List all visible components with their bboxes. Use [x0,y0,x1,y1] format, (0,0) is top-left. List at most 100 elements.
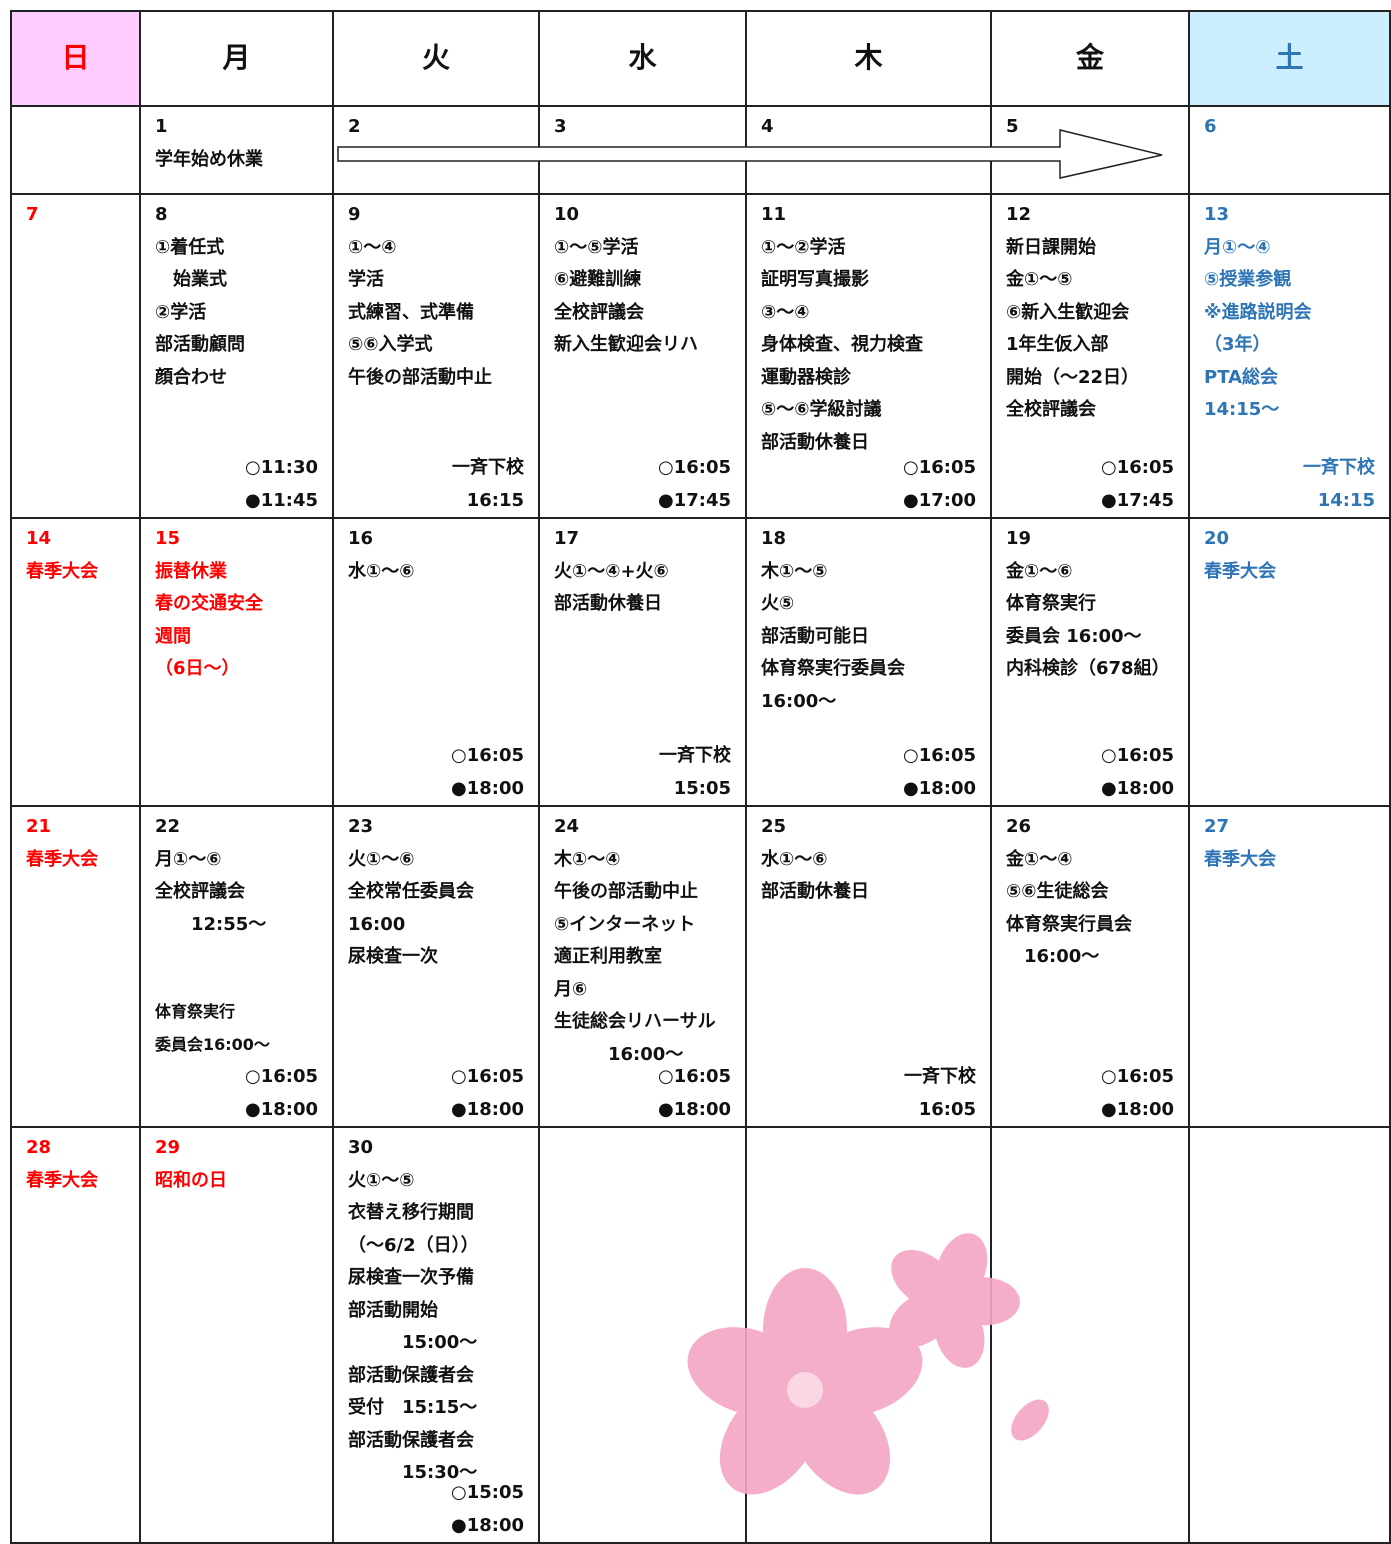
dismissal-times: ○16:05 ●18:00 [451,1061,524,1126]
date-number: 8 [155,204,168,225]
dismissal-times: ○16:05 ●17:45 [658,452,731,517]
time-line: ●17:45 [1100,489,1174,511]
event-line: 新入生歓迎会リハ [554,334,698,355]
day-cell: 9 ①〜④ 学活 式練習、式準備 ⑤⑥入学式 午後の部活動中止 一斉下校 16:15 [334,195,540,519]
event-line: 全校評議会 [554,301,644,323]
event-line: 学年始め休業 [155,148,263,170]
event-line: 内科検診（678組） [1006,658,1170,679]
event-line: 水①〜⑥ [761,848,828,870]
date-number: 29 [155,1137,181,1158]
date-number: 11 [761,204,787,225]
event-line: 16:00 [348,913,406,935]
date-number: 6 [1204,116,1217,137]
cell-content: 19 金①〜⑥ 体育祭実行 委員会 16:00〜 内科検診（678組） [1006,523,1178,686]
dismissal-times: ○11:30 ●11:45 [245,452,318,517]
cell-content: 22 月①〜⑥ 全校評議会 12:55〜 [155,811,322,941]
day-header: 火 [334,10,540,107]
cell-content: 6 [1204,111,1379,144]
dismissal-times: 一斉下校 15:05 [659,740,731,805]
event-line: PTA総会 [1204,366,1279,388]
date-number: 26 [1006,816,1032,837]
event-line: ①〜②学活 [761,236,846,258]
event-line: 全校評議会 [155,881,245,902]
time-line: ○16:05 [450,745,524,766]
event-line: 春季大会 [1204,560,1276,582]
day-header: 木 [747,10,992,107]
dismissal-times: ○16:05 ●18:00 [658,1061,731,1126]
cell-content: 9 ①〜④ 学活 式練習、式準備 ⑤⑥入学式 午後の部活動中止 [348,199,528,394]
event-line: 15:30〜 [348,1462,478,1483]
event-line: 火①〜④+火⑥ [554,560,669,582]
event-line: 春季大会 [26,848,98,870]
lower-notes: 体育祭実行 委員会16:00〜 [155,996,270,1061]
day-header: 月 [141,10,334,107]
time-line: ○16:05 [244,1066,318,1087]
day-cell: 21 春季大会 [10,807,141,1128]
date-number: 27 [1204,816,1230,837]
date-number: 20 [1204,528,1230,549]
event-line: 水①〜⑥ [348,560,415,582]
event-line: 14:15〜 [1204,399,1280,420]
day-header: 金 [992,10,1190,107]
day-cell: 8 ①着任式 始業式 ②学活 部活動顧問 顔合わせ ○11:30 ●11:45 [141,195,334,519]
event-line: 春季大会 [26,1169,98,1191]
event-line: 生徒総会リハーサル [554,1011,716,1032]
event-line: 部活動顧問 [155,334,245,355]
dismissal-times: ○16:05 ●18:00 [903,740,976,805]
cell-content: 11 ①〜②学活 証明写真撮影 ③〜④ 身体検査、視力検査 運動器検診 ⑤〜⑥学級討議 部活動… [761,199,980,459]
event-line: 体育祭実行委員会 [761,658,905,679]
event-line: 木①〜④ [554,848,621,870]
time-line: ○16:05 [1100,457,1174,478]
day-cell: 23 火①〜⑥ 全校常任委員会 16:00 尿検査一次 ○16:05 ●18:00 [334,807,540,1128]
cell-content: 15 振替休業 春の交通安全 週間 （6日〜） [155,523,322,686]
event-line: 体育祭実行 [1006,593,1096,614]
event-line: 部活動休養日 [761,431,869,453]
day-cell: 5 [992,107,1190,195]
event-line: ⑥新入生歓迎会 [1006,301,1130,323]
event-line: 身体検査、視力検査 [761,334,923,355]
event-line: 16:00〜 [554,1043,684,1065]
time-line: ●18:00 [1100,1098,1174,1120]
date-number: 9 [348,204,361,225]
cell-content: 4 [761,111,980,144]
dismissal-times: ○16:05 ●18:00 [245,1061,318,1126]
day-cell: 16 水①〜⑥ ○16:05 ●18:00 [334,519,540,807]
event-line: 開始（〜22日） [1006,366,1140,388]
event-line: 金①〜⑥ [1006,560,1073,582]
event-line: 午後の部活動中止 [554,881,698,902]
time-line: ○16:05 [1100,745,1174,766]
cell-content: 12 新日課開始 金①〜⑤ ⑥新入生歓迎会 1年生仮入部 開始（〜22日） 全校評議会 [1006,199,1178,427]
date-number: 2 [348,116,361,137]
event-line: 証明写真撮影 [761,269,869,290]
event-line: 部活動可能日 [761,625,869,647]
event-line: 全校常任委員会 [348,881,474,902]
cell-content: 29 昭和の日 [155,1132,322,1197]
cell-content: 26 金①〜④ ⑤⑥生徒総会 体育祭実行員会 16:00〜 [1006,811,1178,974]
date-number: 13 [1204,204,1230,225]
time-line: 16:05 [918,1098,976,1120]
event-line: （3年） [1204,334,1271,355]
event-line: ⑤⑥入学式 [348,334,433,355]
event-line: 尿検査一次 [348,946,438,967]
event-line: 月①〜⑥ [155,848,222,870]
day-cell [992,1128,1190,1544]
cell-content: 21 春季大会 [26,811,129,876]
day-cell: 20 春季大会 [1190,519,1391,807]
event-line: 新日課開始 [1006,236,1096,258]
time-line: ●18:00 [657,1098,731,1120]
event-line: ⑤〜⑥学級討議 [761,399,882,420]
day-header: 土 [1190,10,1391,107]
date-number: 17 [554,528,580,549]
dismissal-times: ○16:05 ●18:00 [1101,1061,1174,1126]
date-number: 5 [1006,116,1019,137]
event-line: ⑤⑥生徒総会 [1006,881,1109,902]
event-line: 部活動保護者会 [348,1364,474,1386]
day-cell: 30 火①〜⑤ 衣替え移行期間 （〜6/2（日）） 尿検査一次予備 部活動開始 15:00… [334,1128,540,1544]
time-line: ○16:05 [902,745,976,766]
cell-content: 30 火①〜⑤ 衣替え移行期間 （〜6/2（日）） 尿検査一次予備 部活動開始 15:00… [348,1132,528,1490]
event-line: 16:00〜 [761,690,837,712]
event-line: 衣替え移行期間 [348,1202,474,1223]
date-number: 7 [26,204,39,225]
day-cell [747,1128,992,1544]
